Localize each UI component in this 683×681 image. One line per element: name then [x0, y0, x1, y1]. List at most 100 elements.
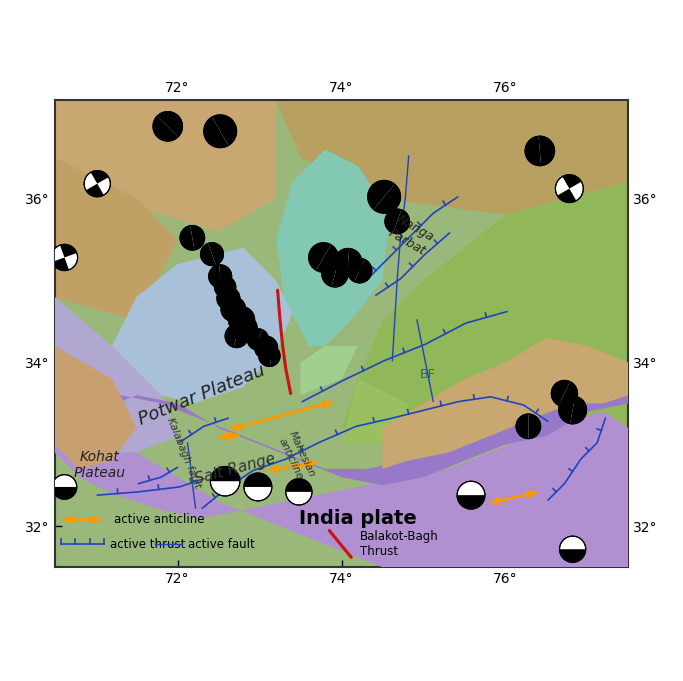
Wedge shape	[559, 381, 578, 407]
Polygon shape	[112, 248, 292, 403]
Wedge shape	[316, 244, 338, 272]
Wedge shape	[562, 175, 581, 189]
Circle shape	[52, 475, 76, 499]
Text: active fault: active fault	[189, 538, 255, 551]
Wedge shape	[190, 225, 205, 250]
Wedge shape	[52, 257, 69, 270]
Wedge shape	[285, 479, 312, 492]
Wedge shape	[539, 136, 555, 165]
Wedge shape	[253, 330, 268, 350]
Wedge shape	[525, 136, 541, 165]
Wedge shape	[374, 185, 400, 213]
Wedge shape	[268, 345, 280, 366]
Wedge shape	[214, 276, 227, 298]
Text: Balakot-Bagh
Thrust: Balakot-Bagh Thrust	[359, 530, 438, 558]
Wedge shape	[201, 243, 216, 266]
Circle shape	[334, 249, 362, 276]
Circle shape	[347, 258, 372, 283]
Circle shape	[322, 261, 348, 287]
Wedge shape	[244, 473, 272, 487]
Wedge shape	[234, 325, 248, 347]
Wedge shape	[367, 180, 395, 209]
Circle shape	[516, 414, 541, 439]
Circle shape	[225, 325, 248, 347]
Circle shape	[210, 466, 240, 496]
Wedge shape	[232, 297, 246, 321]
Circle shape	[457, 481, 485, 509]
Circle shape	[84, 170, 111, 197]
Wedge shape	[559, 396, 575, 424]
Polygon shape	[55, 346, 137, 469]
Circle shape	[385, 209, 410, 234]
Wedge shape	[347, 258, 365, 282]
Circle shape	[255, 336, 277, 359]
Wedge shape	[322, 261, 338, 287]
Circle shape	[244, 473, 272, 501]
Wedge shape	[225, 287, 240, 310]
Circle shape	[559, 536, 586, 563]
Wedge shape	[385, 209, 402, 233]
Polygon shape	[342, 379, 423, 444]
Circle shape	[309, 242, 338, 272]
Wedge shape	[180, 225, 195, 250]
Wedge shape	[309, 242, 331, 270]
Wedge shape	[334, 249, 349, 276]
Circle shape	[367, 180, 400, 213]
Wedge shape	[86, 184, 104, 197]
Wedge shape	[52, 487, 76, 499]
Wedge shape	[208, 242, 223, 265]
Text: Kalabagh fault: Kalabagh fault	[165, 416, 203, 489]
Wedge shape	[217, 287, 232, 309]
Circle shape	[232, 316, 257, 340]
Polygon shape	[55, 297, 178, 453]
Wedge shape	[204, 117, 228, 148]
Circle shape	[217, 287, 240, 310]
Circle shape	[228, 306, 255, 333]
Circle shape	[525, 136, 555, 165]
Polygon shape	[301, 346, 358, 395]
Wedge shape	[557, 189, 576, 202]
Wedge shape	[223, 276, 236, 298]
Wedge shape	[347, 249, 362, 276]
Text: BF: BF	[419, 368, 436, 381]
Wedge shape	[551, 381, 570, 405]
Wedge shape	[91, 170, 109, 184]
Polygon shape	[55, 411, 628, 567]
Wedge shape	[265, 336, 277, 359]
Text: Nanga
Parbat: Nanga Parbat	[387, 213, 436, 257]
Polygon shape	[55, 100, 276, 232]
Wedge shape	[529, 414, 541, 439]
Circle shape	[204, 115, 236, 148]
Circle shape	[153, 112, 182, 141]
Wedge shape	[570, 396, 587, 424]
Polygon shape	[96, 379, 628, 486]
Wedge shape	[209, 265, 221, 288]
Wedge shape	[232, 316, 246, 340]
Wedge shape	[210, 466, 240, 481]
Text: active anticline: active anticline	[113, 513, 204, 526]
Polygon shape	[276, 100, 628, 215]
Wedge shape	[212, 115, 236, 146]
Wedge shape	[60, 244, 76, 257]
Wedge shape	[457, 495, 485, 509]
Text: India plate: India plate	[299, 509, 417, 528]
Circle shape	[209, 265, 232, 288]
Wedge shape	[247, 329, 262, 349]
Polygon shape	[276, 149, 391, 346]
Wedge shape	[393, 210, 410, 234]
Text: Kohat
Plateau: Kohat Plateau	[74, 449, 126, 480]
Polygon shape	[342, 182, 628, 444]
Circle shape	[221, 297, 246, 321]
Wedge shape	[219, 265, 232, 288]
Text: Salt Range: Salt Range	[193, 451, 277, 487]
Wedge shape	[221, 297, 234, 321]
Circle shape	[555, 175, 583, 202]
Wedge shape	[153, 116, 178, 141]
Text: Potwar Plateau: Potwar Plateau	[136, 362, 268, 429]
Circle shape	[180, 225, 205, 250]
Circle shape	[51, 244, 78, 270]
Wedge shape	[331, 262, 348, 287]
Circle shape	[551, 381, 578, 407]
Polygon shape	[382, 338, 628, 486]
Circle shape	[285, 479, 312, 505]
